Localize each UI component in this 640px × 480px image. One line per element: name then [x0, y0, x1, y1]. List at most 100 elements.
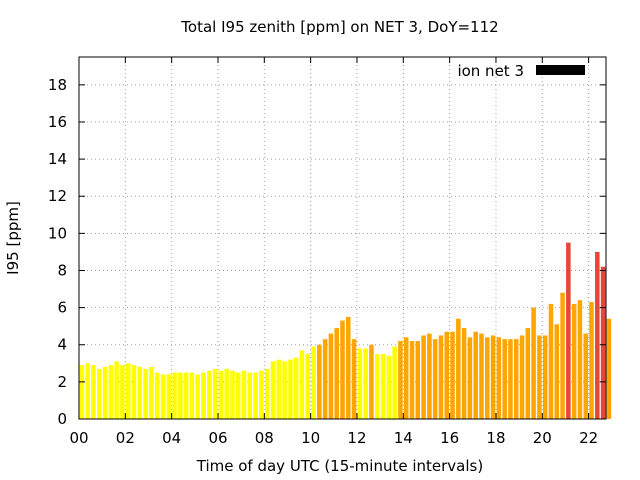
bar — [502, 339, 507, 419]
bar — [166, 374, 172, 419]
x-tick-label: 14 — [394, 429, 413, 447]
x-tick-label: 00 — [69, 429, 88, 447]
x-tick-label: 06 — [208, 429, 227, 447]
bar — [189, 372, 195, 419]
bar — [461, 328, 467, 419]
bar — [91, 365, 96, 419]
bar — [392, 346, 397, 419]
bar — [270, 361, 276, 419]
bar — [293, 357, 299, 419]
x-tick-label: 02 — [116, 429, 135, 447]
bar — [444, 331, 449, 419]
legend-label: ion net 3 — [457, 62, 524, 80]
bar — [172, 372, 177, 419]
x-axis-label: Time of day UTC (15-minute intervals) — [196, 457, 483, 475]
bar — [531, 307, 536, 419]
x-tick-label: 04 — [162, 429, 181, 447]
bar — [606, 318, 612, 419]
bar — [351, 339, 357, 419]
bars — [79, 242, 612, 419]
bar — [403, 337, 409, 419]
y-tick-label: 6 — [57, 299, 67, 317]
bar — [374, 354, 380, 419]
bar — [542, 335, 548, 419]
bar — [79, 365, 85, 419]
bar — [317, 344, 322, 419]
bar — [322, 339, 328, 419]
bar — [160, 374, 166, 419]
bar — [253, 372, 258, 419]
bar — [328, 333, 334, 419]
bar — [311, 346, 316, 419]
bar — [409, 341, 415, 419]
bar — [583, 333, 588, 419]
bar — [595, 251, 600, 419]
bar — [207, 370, 212, 419]
x-tick-label: 18 — [486, 429, 505, 447]
bar — [589, 302, 594, 419]
bar — [525, 328, 531, 419]
bar — [479, 333, 484, 419]
bar — [276, 359, 282, 419]
bar — [299, 350, 305, 419]
bar — [577, 300, 583, 419]
legend-swatch — [536, 65, 585, 75]
y-tick-label: 8 — [57, 261, 67, 279]
bar — [264, 368, 270, 419]
bar — [102, 367, 108, 419]
bar — [259, 370, 264, 419]
bar — [560, 292, 565, 419]
bar — [548, 303, 554, 419]
plot-border — [78, 56, 607, 420]
bar — [241, 370, 247, 419]
bar — [85, 363, 90, 419]
bar — [282, 361, 287, 419]
bar — [554, 324, 560, 419]
bar — [438, 335, 444, 419]
grid — [79, 57, 606, 419]
bar — [230, 370, 235, 419]
bar — [114, 361, 119, 419]
bar — [288, 359, 293, 419]
bar — [600, 266, 606, 419]
x-tick-label: 16 — [440, 429, 459, 447]
bar — [346, 316, 351, 419]
bar — [386, 355, 392, 419]
bar — [427, 333, 432, 419]
bar — [195, 374, 200, 419]
bar — [120, 365, 125, 419]
bar — [432, 339, 438, 419]
bar — [137, 367, 143, 419]
bar — [415, 341, 421, 419]
bar — [224, 368, 229, 419]
y-tick-label: 10 — [48, 224, 67, 242]
chart-title: Total I95 zenith [ppm] on NET 3, DoY=112 — [180, 18, 498, 36]
bar — [212, 368, 218, 419]
x-tick-label: 08 — [255, 429, 274, 447]
y-tick-label: 2 — [57, 373, 67, 391]
y-tick-label: 16 — [48, 113, 67, 131]
bar — [357, 348, 363, 419]
y-tick-label: 12 — [48, 187, 67, 205]
bar — [485, 337, 490, 419]
bar — [513, 339, 519, 419]
bar — [398, 341, 403, 419]
bar — [456, 318, 461, 419]
bar — [334, 328, 339, 419]
y-axis-label: I95 [ppm] — [4, 201, 22, 275]
x-tick-label: 20 — [533, 429, 552, 447]
bar — [178, 372, 183, 419]
bar — [369, 344, 374, 419]
bar — [201, 372, 206, 419]
bar — [473, 331, 478, 419]
bar — [519, 335, 525, 419]
bar — [490, 335, 496, 419]
y-tick-label: 14 — [48, 150, 67, 168]
bar — [305, 354, 311, 419]
bar — [154, 372, 160, 419]
bar — [467, 337, 473, 419]
bar — [247, 372, 253, 419]
bar — [421, 335, 426, 419]
